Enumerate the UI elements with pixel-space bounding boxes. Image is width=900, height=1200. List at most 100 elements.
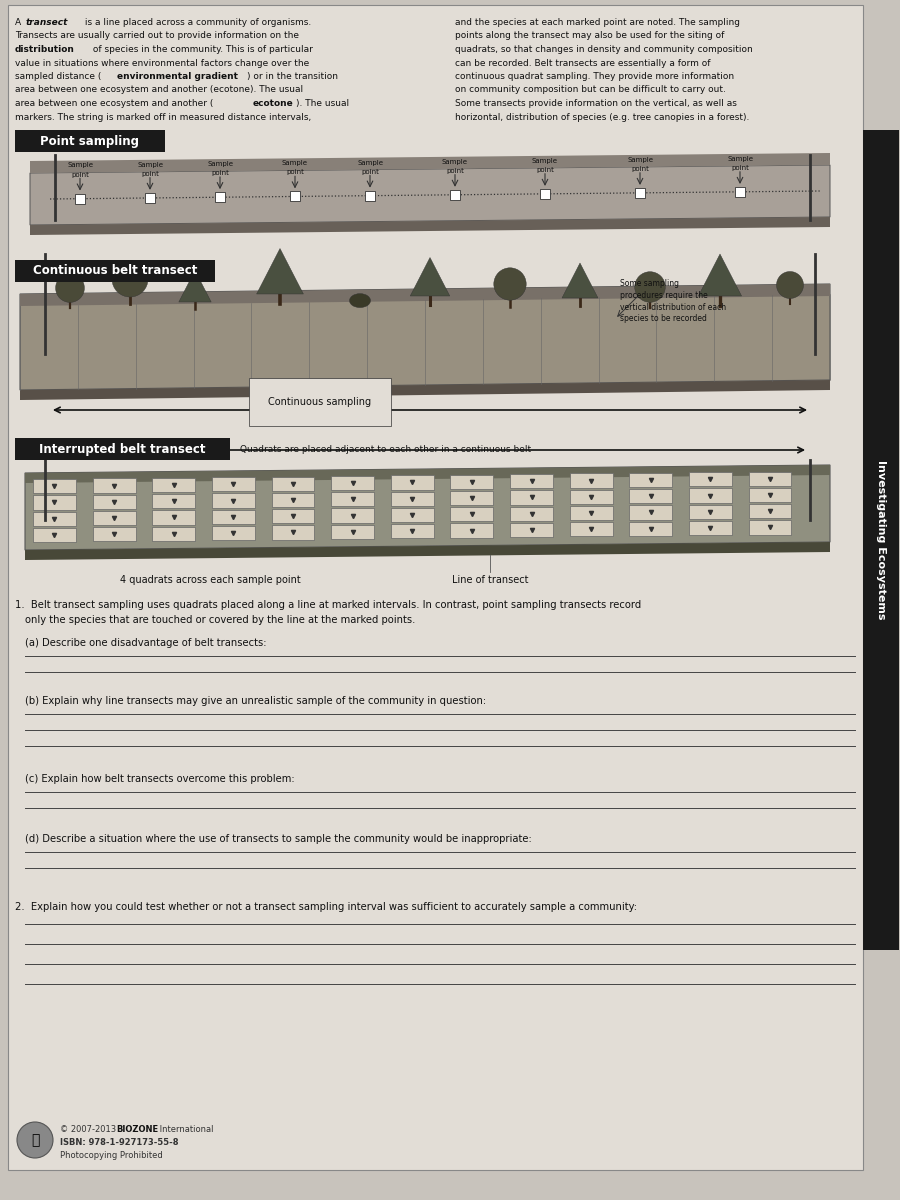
FancyBboxPatch shape bbox=[15, 438, 230, 460]
FancyBboxPatch shape bbox=[215, 192, 225, 202]
Circle shape bbox=[17, 1122, 53, 1158]
Text: point: point bbox=[71, 172, 89, 178]
Circle shape bbox=[494, 268, 526, 300]
FancyBboxPatch shape bbox=[33, 479, 76, 493]
Polygon shape bbox=[20, 380, 830, 400]
Text: is a line placed across a community of organisms.: is a line placed across a community of o… bbox=[82, 18, 311, 26]
Polygon shape bbox=[562, 263, 598, 298]
Text: point: point bbox=[212, 170, 229, 176]
FancyBboxPatch shape bbox=[391, 492, 434, 506]
FancyBboxPatch shape bbox=[570, 522, 613, 536]
Text: 4 quadrats across each sample point: 4 quadrats across each sample point bbox=[120, 575, 301, 584]
Text: point: point bbox=[731, 164, 749, 170]
Text: 🌿: 🌿 bbox=[31, 1133, 40, 1147]
Text: (a) Describe one disadvantage of belt transects:: (a) Describe one disadvantage of belt tr… bbox=[25, 638, 270, 648]
Text: only the species that are touched or covered by the line at the marked points.: only the species that are touched or cov… bbox=[25, 614, 416, 625]
Text: 1.  Belt transect sampling uses quadrats placed along a line at marked intervals: 1. Belt transect sampling uses quadrats … bbox=[15, 600, 641, 610]
Text: (b) Explain why line transects may give an unrealistic sample of the community i: (b) Explain why line transects may give … bbox=[25, 696, 490, 706]
FancyBboxPatch shape bbox=[331, 524, 374, 539]
FancyBboxPatch shape bbox=[510, 474, 553, 488]
Text: A: A bbox=[15, 18, 24, 26]
Text: International: International bbox=[157, 1126, 213, 1134]
FancyBboxPatch shape bbox=[635, 188, 645, 198]
FancyBboxPatch shape bbox=[15, 130, 165, 152]
Polygon shape bbox=[256, 248, 303, 294]
FancyBboxPatch shape bbox=[450, 523, 493, 538]
Polygon shape bbox=[410, 258, 450, 296]
Polygon shape bbox=[30, 217, 830, 235]
Text: value in situations where environmental factors change over the: value in situations where environmental … bbox=[15, 59, 310, 67]
FancyBboxPatch shape bbox=[391, 475, 434, 490]
FancyBboxPatch shape bbox=[540, 188, 550, 199]
Polygon shape bbox=[20, 284, 830, 306]
Polygon shape bbox=[25, 542, 830, 560]
Text: Investigating Ecosystems: Investigating Ecosystems bbox=[876, 461, 886, 619]
Text: Sample: Sample bbox=[727, 156, 753, 162]
Text: continuous quadrat sampling. They provide more information: continuous quadrat sampling. They provid… bbox=[455, 72, 734, 80]
Text: ). The usual: ). The usual bbox=[296, 98, 349, 108]
Text: Continuous sampling: Continuous sampling bbox=[268, 397, 372, 407]
Polygon shape bbox=[30, 164, 830, 226]
FancyBboxPatch shape bbox=[212, 526, 255, 540]
FancyBboxPatch shape bbox=[152, 510, 195, 524]
Text: Sample: Sample bbox=[357, 160, 383, 166]
FancyBboxPatch shape bbox=[33, 511, 76, 526]
FancyBboxPatch shape bbox=[510, 491, 553, 504]
Text: Continuous belt transect: Continuous belt transect bbox=[32, 264, 197, 277]
Text: Photocopying Prohibited: Photocopying Prohibited bbox=[60, 1151, 163, 1160]
Text: point: point bbox=[141, 170, 159, 176]
FancyBboxPatch shape bbox=[93, 494, 136, 509]
Text: area between one ecosystem and another (: area between one ecosystem and another ( bbox=[15, 98, 213, 108]
Text: Transects are usually carried out to provide information on the: Transects are usually carried out to pro… bbox=[15, 31, 299, 41]
Ellipse shape bbox=[349, 294, 371, 307]
Text: can be recorded. Belt transects are essentially a form of: can be recorded. Belt transects are esse… bbox=[455, 59, 710, 67]
Text: Some sampling
procedures require the
vertical distribution of each
species to be: Some sampling procedures require the ver… bbox=[620, 278, 726, 323]
Polygon shape bbox=[25, 464, 830, 550]
Text: Sample: Sample bbox=[627, 157, 653, 163]
FancyBboxPatch shape bbox=[688, 488, 732, 503]
Circle shape bbox=[634, 271, 665, 302]
Text: point: point bbox=[631, 166, 649, 172]
FancyBboxPatch shape bbox=[33, 528, 76, 542]
FancyBboxPatch shape bbox=[570, 490, 613, 504]
Text: Sample: Sample bbox=[532, 158, 558, 164]
Polygon shape bbox=[30, 152, 830, 173]
FancyBboxPatch shape bbox=[688, 505, 732, 518]
Text: and the species at each marked point are noted. The sampling: and the species at each marked point are… bbox=[455, 18, 740, 26]
FancyBboxPatch shape bbox=[33, 496, 76, 510]
FancyBboxPatch shape bbox=[365, 191, 375, 200]
FancyBboxPatch shape bbox=[93, 479, 136, 493]
FancyBboxPatch shape bbox=[152, 494, 195, 509]
Text: ) or in the transition: ) or in the transition bbox=[247, 72, 338, 80]
Text: Quadrats are placed adjacent to each other in a continuous belt: Quadrats are placed adjacent to each oth… bbox=[240, 444, 531, 454]
Text: quadrats, so that changes in density and community composition: quadrats, so that changes in density and… bbox=[455, 44, 752, 54]
FancyBboxPatch shape bbox=[391, 508, 434, 522]
Text: area between one ecosystem and another (ecotone). The usual: area between one ecosystem and another (… bbox=[15, 85, 303, 95]
Text: Sample: Sample bbox=[442, 158, 468, 164]
FancyBboxPatch shape bbox=[391, 524, 434, 539]
Polygon shape bbox=[179, 270, 212, 302]
FancyBboxPatch shape bbox=[688, 473, 732, 486]
Text: Sample: Sample bbox=[282, 161, 308, 167]
FancyBboxPatch shape bbox=[749, 488, 791, 502]
FancyBboxPatch shape bbox=[272, 493, 314, 508]
FancyBboxPatch shape bbox=[749, 472, 791, 486]
FancyBboxPatch shape bbox=[570, 506, 613, 521]
Text: BIOZONE: BIOZONE bbox=[116, 1126, 158, 1134]
FancyBboxPatch shape bbox=[331, 509, 374, 523]
FancyBboxPatch shape bbox=[212, 493, 255, 508]
FancyBboxPatch shape bbox=[93, 527, 136, 541]
Text: Sample: Sample bbox=[67, 162, 93, 168]
FancyBboxPatch shape bbox=[152, 478, 195, 492]
Text: Interrupted belt transect: Interrupted belt transect bbox=[40, 443, 206, 456]
Circle shape bbox=[777, 271, 804, 299]
FancyBboxPatch shape bbox=[749, 521, 791, 535]
FancyBboxPatch shape bbox=[8, 5, 863, 1170]
Text: point: point bbox=[361, 168, 379, 174]
Text: horizontal, distribution of species (e.g. tree canopies in a forest).: horizontal, distribution of species (e.g… bbox=[455, 113, 750, 121]
Text: point: point bbox=[446, 168, 464, 174]
FancyBboxPatch shape bbox=[331, 492, 374, 506]
Text: markers. The string is marked off in measured distance intervals,: markers. The string is marked off in mea… bbox=[15, 113, 311, 121]
Text: transect: transect bbox=[26, 18, 68, 26]
Text: 2.  Explain how you could test whether or not a transect sampling interval was s: 2. Explain how you could test whether or… bbox=[15, 902, 637, 912]
